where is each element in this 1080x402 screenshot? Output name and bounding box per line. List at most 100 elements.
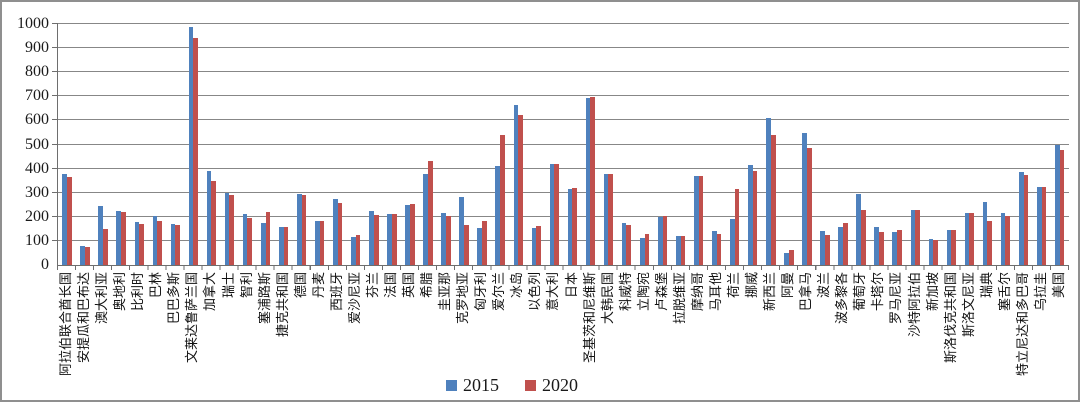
y-axis-tick-label: 600	[25, 111, 49, 129]
bar-2015	[549, 163, 555, 265]
bar-2015	[405, 205, 410, 265]
bar-group	[94, 24, 112, 265]
x-axis-label: 波兰	[816, 272, 832, 299]
x-axis-label: 爱沙尼亚	[346, 272, 362, 325]
bar-2020	[229, 194, 235, 265]
y-axis-tick-label: 700	[25, 87, 49, 105]
bar-group	[329, 24, 347, 265]
x-axis-label: 捷克共和国	[274, 272, 290, 338]
bar-group	[419, 24, 437, 265]
bar-2015	[748, 165, 753, 265]
bar-group	[762, 24, 780, 265]
bar-group	[834, 24, 852, 265]
bar-2015	[657, 217, 663, 265]
x-axis-label: 意大利	[545, 272, 561, 312]
bar-2020	[355, 234, 361, 265]
x-axis-tick-marks	[57, 266, 1069, 270]
bar-2020	[175, 225, 180, 265]
bar-group	[798, 24, 816, 265]
x-axis-label: 斯洛伐克共和国	[942, 272, 958, 364]
bar-2015	[982, 201, 988, 265]
bar-group	[617, 24, 635, 265]
x-axis-label: 日本	[563, 272, 579, 299]
bar-2015	[1036, 186, 1042, 265]
bar-2020	[662, 215, 668, 265]
bar-group	[401, 24, 419, 265]
bar-2015	[838, 226, 844, 265]
bar-2015	[495, 166, 501, 265]
bar-2020	[752, 171, 758, 265]
x-axis-label: 德国	[292, 272, 308, 299]
bar-2015	[892, 232, 898, 265]
x-axis-label: 拉脱维亚	[671, 272, 687, 325]
bar-group	[599, 24, 617, 265]
bar-2015	[730, 218, 735, 265]
bar-2020	[770, 135, 776, 265]
bar-group	[148, 24, 166, 265]
bar-2020	[391, 213, 397, 265]
y-axis-tick-label: 0	[41, 256, 49, 273]
x-axis-label: 乌拉圭	[1032, 272, 1048, 312]
bar-2015	[98, 206, 104, 265]
legend-label-2020: 2020	[542, 375, 578, 395]
gridline	[52, 167, 1069, 169]
bar-2015	[206, 171, 212, 265]
x-axis-label: 塞舌尔	[996, 272, 1012, 312]
x-axis-label: 马耳他	[707, 272, 723, 312]
y-axis-tick-label: 900	[25, 39, 49, 57]
gridline	[52, 47, 1069, 49]
x-axis-label: 英国	[401, 272, 417, 299]
bar-2020	[1023, 175, 1029, 265]
x-axis-label: 卡塔尔	[870, 272, 886, 312]
bar-2020	[103, 228, 108, 265]
y-axis-tick-labels: 0 100 200 300 400 500 600 700 800 900 1000	[2, 15, 49, 273]
x-axis-label: 克罗地亚	[455, 272, 471, 325]
bar-group	[202, 24, 220, 265]
x-axis-label: 瑞典	[978, 272, 994, 299]
x-axis-label: 斯洛文尼亚	[960, 272, 976, 338]
legend-label-2015: 2015	[463, 375, 499, 395]
bar-2020	[716, 234, 722, 265]
bar-2015	[1054, 145, 1060, 265]
bar-group	[708, 24, 726, 265]
bar-2020	[67, 177, 72, 265]
y-axis-tick-label: 300	[25, 183, 49, 201]
y-axis-tick-label: 400	[25, 159, 49, 177]
bar-2020	[536, 225, 541, 265]
x-axis-label: 奥地利	[112, 272, 128, 312]
bar-2015	[1018, 171, 1024, 265]
bar-2020	[644, 233, 650, 265]
bar-group	[238, 24, 256, 265]
x-axis-label: 芬兰	[364, 272, 380, 299]
bar-group	[473, 24, 491, 265]
x-axis-label: 丹麦	[310, 272, 326, 299]
x-axis-label: 圣基茨和尼维斯	[581, 272, 597, 364]
bar-2015	[314, 221, 320, 265]
bar-2015	[603, 173, 609, 265]
x-axis-label: 美国	[1050, 272, 1066, 299]
bar-2020	[373, 215, 379, 265]
bar-group	[275, 24, 293, 265]
bar-2020	[518, 114, 523, 265]
bar-2020	[987, 220, 993, 265]
bar-2015	[351, 236, 356, 265]
bar-2020	[608, 174, 614, 265]
bar-2015	[910, 210, 916, 265]
bar-2020	[139, 224, 144, 265]
bar-group	[130, 24, 148, 265]
bar-group	[563, 24, 581, 265]
x-axis-label: 巴巴多斯	[166, 272, 182, 325]
bar-2020	[500, 134, 505, 265]
x-axis-label: 挪威	[744, 272, 760, 299]
bar-2020	[121, 212, 126, 265]
x-axis-label: 比利时	[130, 272, 146, 312]
bar-group	[726, 24, 744, 265]
x-axis-label: 罗马尼亚	[888, 272, 904, 325]
bar-2015	[675, 236, 681, 265]
bar-2020	[843, 223, 848, 265]
y-axis-tick-label: 100	[25, 231, 49, 249]
x-axis-label: 卢森堡	[653, 272, 669, 312]
bar-2015	[242, 214, 248, 265]
bar-group	[383, 24, 401, 265]
bar-group	[166, 24, 184, 265]
